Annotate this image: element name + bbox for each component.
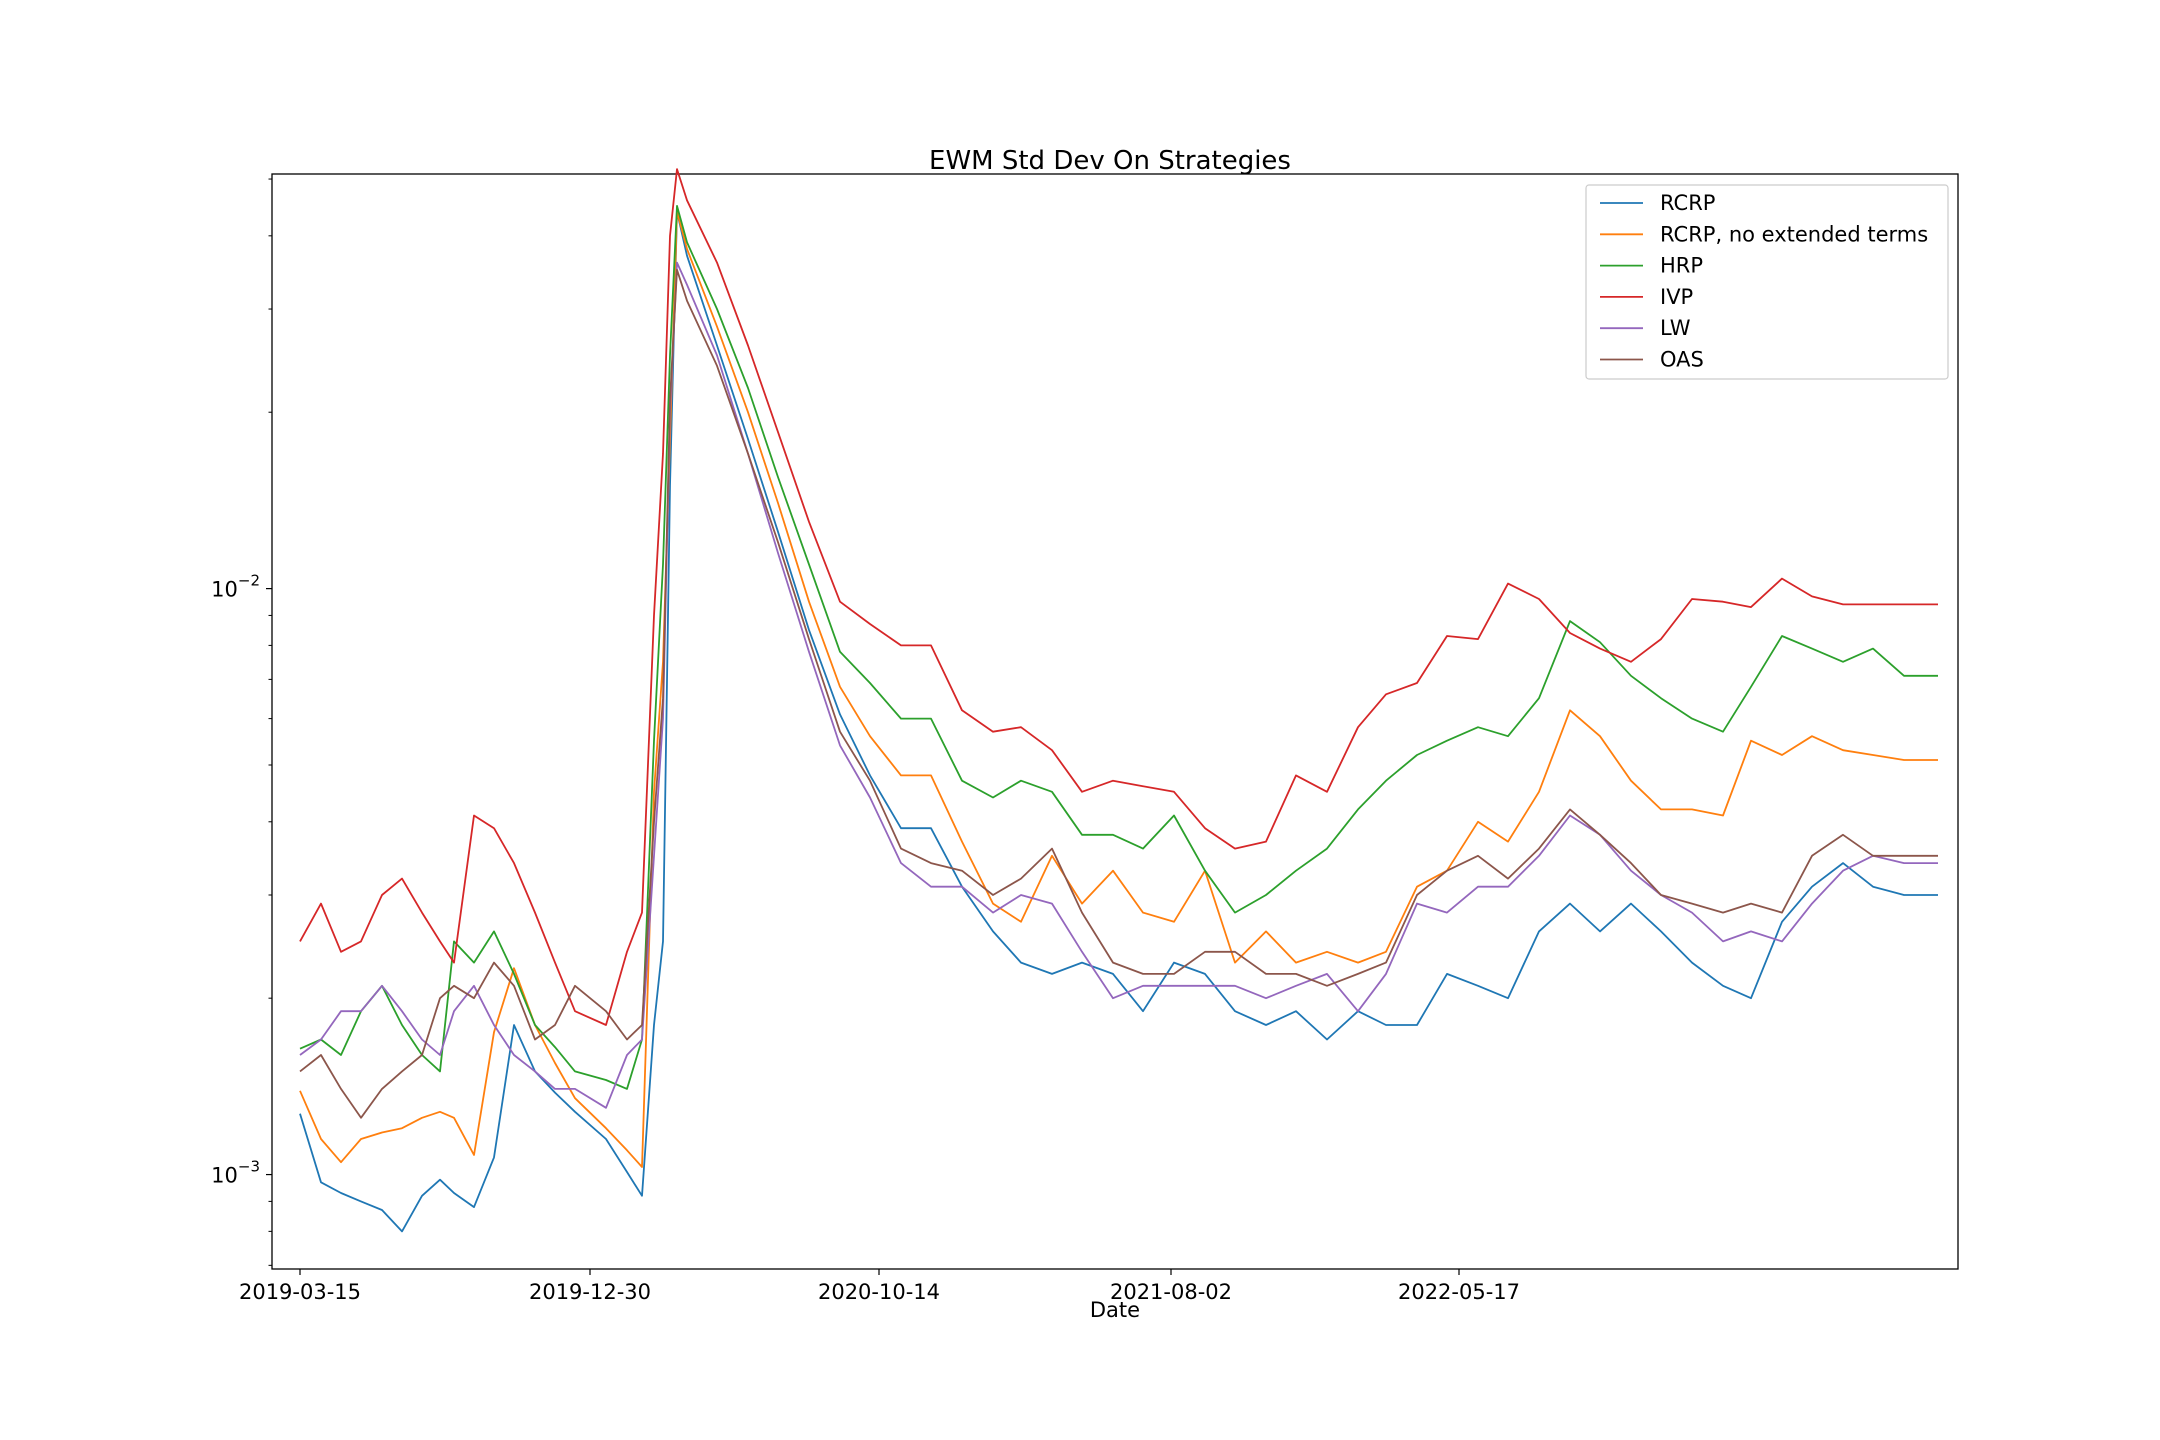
y-tick-exponent: −3	[238, 1158, 260, 1176]
legend-label-0: RCRP	[1660, 191, 1715, 215]
series-line-3	[299, 168, 1938, 1026]
series-line-4	[299, 261, 1938, 1109]
series-line-5	[299, 268, 1938, 1119]
series-line-0	[299, 210, 1938, 1233]
y-tick-exponent: −2	[238, 572, 260, 590]
y-tick-base: 10	[211, 1164, 238, 1188]
x-tick-label: 2020-10-14	[818, 1280, 940, 1304]
y-tick-label: 10−3	[211, 1158, 260, 1188]
legend-label-4: LW	[1660, 316, 1691, 340]
chart-title: EWM Std Dev On Strategies	[929, 146, 1291, 176]
x-axis: 2019-03-15 2019-12-30 2020-10-14 2021-08-02…	[239, 1269, 1520, 1304]
x-axis-label: Date	[1090, 1298, 1140, 1322]
x-tick-label: 2021-08-02	[1110, 1280, 1232, 1304]
x-tick-label: 2022-05-17	[1398, 1280, 1520, 1304]
legend-label-1: RCRP, no extended terms	[1660, 222, 1928, 246]
legend-label-3: IVP	[1660, 285, 1693, 309]
series-line-1	[299, 210, 1938, 1168]
legend-label-2: HRP	[1660, 254, 1703, 278]
x-tick-label: 2019-03-15	[239, 1280, 361, 1304]
plot-area-frame	[271, 173, 1959, 1270]
y-axis: 10−210−3	[211, 178, 272, 1266]
series-line-2	[299, 204, 1938, 1090]
y-tick-label: 10−2	[211, 572, 260, 602]
x-tick-label: 2019-12-30	[529, 1280, 651, 1304]
y-tick-base: 10	[211, 578, 238, 602]
legend-label-5: OAS	[1660, 348, 1704, 372]
series-layer	[299, 168, 1938, 1233]
legend-box	[1585, 184, 1949, 380]
legend: RCRP RCRP, no extended terms HRP IVP LW OAS	[1585, 184, 1949, 380]
